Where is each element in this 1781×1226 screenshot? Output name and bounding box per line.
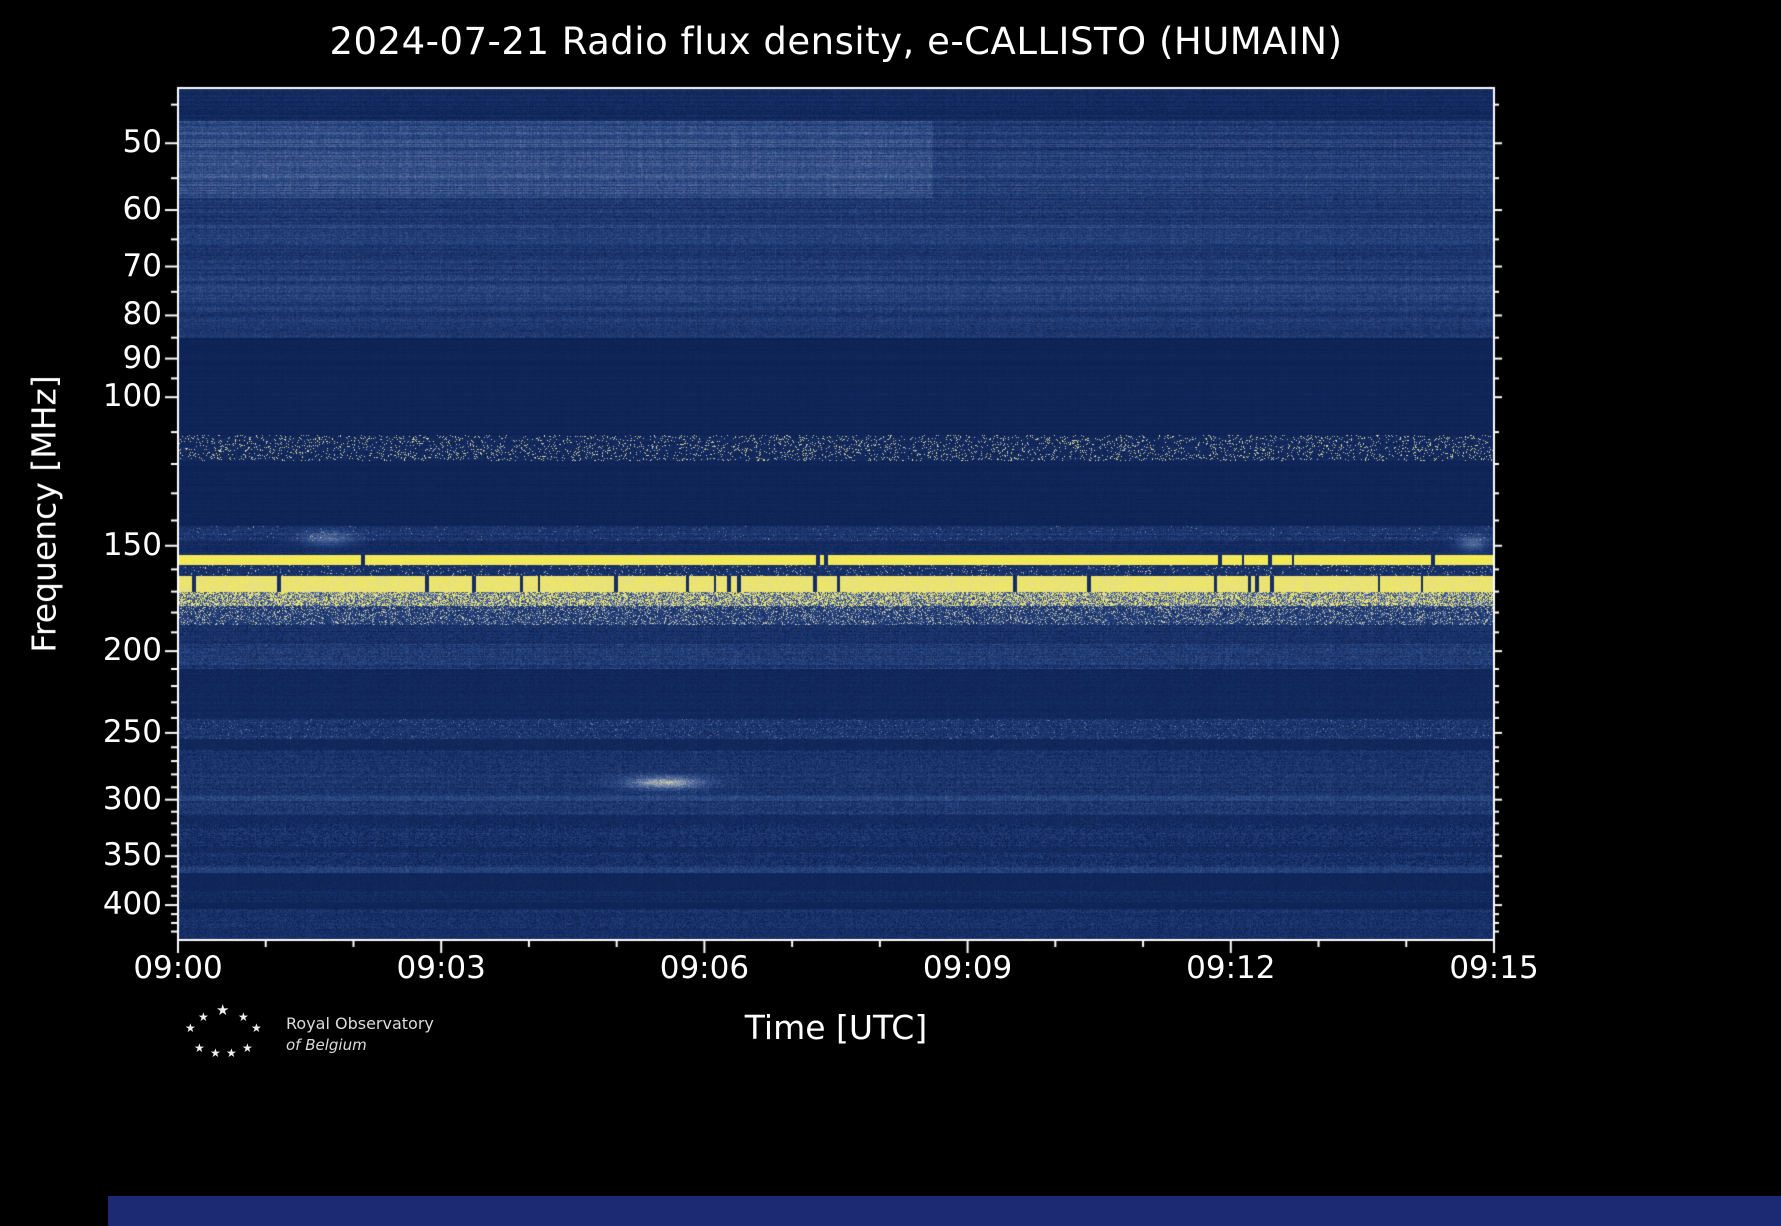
star-icon: ★ — [251, 1021, 262, 1035]
star-icon: ★ — [216, 1001, 230, 1019]
y-tick-label: 70 — [122, 247, 162, 284]
x-tick-label: 09:15 — [1449, 950, 1539, 986]
y-tick-label: 300 — [102, 780, 162, 817]
chart-title: 2024-07-21 Radio flux density, e-CALLIST… — [329, 20, 1343, 63]
rob-logo: ★ ★ ★ ★ ★ ★ ★ ★ ★ Royal Observatory of B… — [182, 1001, 602, 1074]
footer-bar — [108, 1196, 1781, 1226]
y-tick-label: 50 — [122, 124, 162, 161]
y-tick-label: 350 — [102, 837, 162, 874]
y-tick-label: 200 — [102, 632, 162, 669]
y-tick-label: 90 — [122, 339, 162, 376]
star-icon: ★ — [242, 1041, 253, 1055]
x-tick-label: 09:03 — [396, 950, 486, 986]
x-tick-label: 09:06 — [659, 950, 750, 986]
star-icon: ★ — [226, 1046, 237, 1060]
y-tick-label: 100 — [102, 378, 162, 415]
y-tick-label: 400 — [102, 886, 162, 923]
star-icon: ★ — [185, 1021, 196, 1035]
y-tick-label: 250 — [102, 713, 162, 750]
x-axis-label: Time [UTC] — [744, 1008, 928, 1047]
star-icon: ★ — [194, 1041, 205, 1055]
star-icon: ★ — [210, 1046, 221, 1060]
star-icon: ★ — [198, 1010, 209, 1024]
y-axis-label: Frequency [MHz] — [24, 375, 64, 653]
y-tick-label: 60 — [122, 191, 162, 228]
logo-text-line1: Royal Observatory — [286, 1014, 434, 1033]
x-tick-label: 09:00 — [133, 950, 223, 986]
y-tick-label: 80 — [122, 296, 162, 333]
star-icon: ★ — [238, 1010, 249, 1024]
x-tick-label: 09:09 — [922, 950, 1013, 986]
y-tick-label: 150 — [102, 526, 162, 563]
logo-text-line2: of Belgium — [286, 1036, 367, 1054]
x-tick-label: 09:12 — [1186, 950, 1276, 986]
